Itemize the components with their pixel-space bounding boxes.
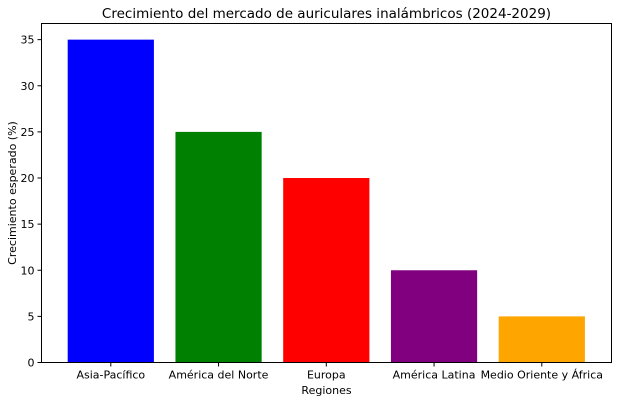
x-tick-label: Medio Oriente y África: [481, 369, 603, 382]
bar-4: [390, 270, 478, 363]
x-axis-label: Regiones: [301, 384, 351, 397]
chart-title: Crecimiento del mercado de auriculares i…: [102, 6, 551, 22]
bar-2: [175, 131, 262, 363]
y-tick-label: 15: [21, 218, 35, 231]
y-tick-label: 25: [21, 126, 35, 139]
y-axis-label: Crecimiento esperado (%): [6, 121, 19, 265]
y-axis: 0 5 10 15 20 25 30 35: [21, 34, 42, 370]
bars-group: [67, 39, 585, 363]
x-tick-label: Asia-Pacífico: [76, 369, 145, 382]
y-tick-label: 0: [28, 357, 35, 370]
y-tick-label: 10: [21, 264, 35, 277]
x-tick-label: América Latina: [393, 369, 476, 382]
y-tick-label: 30: [21, 80, 35, 93]
y-tick-label: 35: [21, 34, 35, 47]
bar-5: [498, 316, 585, 363]
x-tick-label: Europa: [307, 369, 346, 382]
y-tick-label: 20: [21, 172, 35, 185]
x-axis: Asia-Pacífico América del Norte Europa Amér…: [76, 362, 603, 382]
x-tick-label: América del Norte: [169, 369, 269, 382]
bar-1: [67, 39, 154, 363]
bar-3: [283, 178, 370, 363]
y-tick-label: 5: [28, 310, 35, 323]
